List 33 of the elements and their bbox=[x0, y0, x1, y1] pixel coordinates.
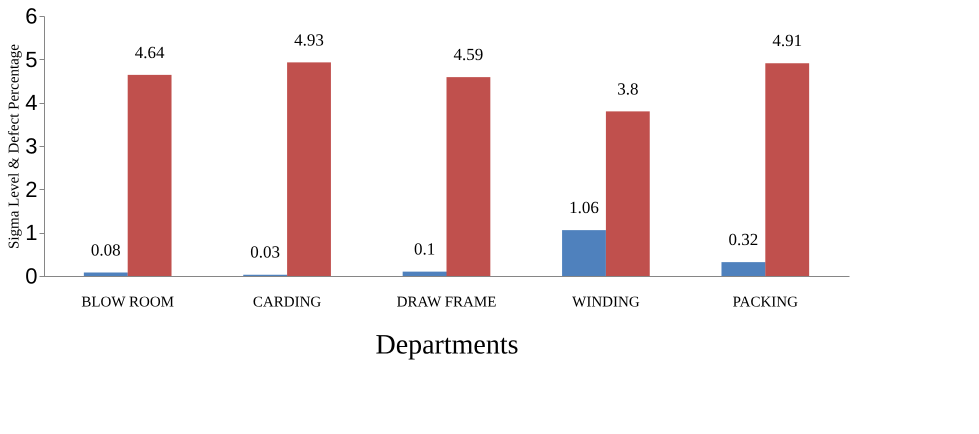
bar bbox=[402, 272, 446, 276]
data-label: 1.06 bbox=[569, 198, 599, 218]
x-tick-label: BLOW ROOM bbox=[81, 294, 174, 310]
data-label: 4.59 bbox=[454, 45, 484, 64]
data-label: 0.1 bbox=[414, 240, 436, 259]
bar bbox=[721, 262, 766, 276]
data-label: 4.64 bbox=[134, 42, 165, 62]
y-axis-title: Sigma Level & Defect Percentage bbox=[6, 44, 22, 249]
y-tick-label: 5 bbox=[25, 46, 38, 72]
bar bbox=[562, 230, 606, 276]
x-tick-label: PACKING bbox=[732, 294, 798, 310]
y-tick-label: 4 bbox=[25, 90, 38, 116]
data-label: 0.08 bbox=[90, 240, 121, 260]
y-tick-label: 0 bbox=[25, 264, 38, 288]
bar bbox=[84, 272, 128, 276]
y-tick-label: 3 bbox=[25, 134, 38, 158]
bar bbox=[287, 62, 331, 276]
data-label: 3.8 bbox=[617, 79, 638, 98]
y-tick-label: 1 bbox=[25, 220, 38, 246]
data-label: 0.03 bbox=[250, 242, 280, 262]
x-tick-label: CARDING bbox=[252, 294, 322, 310]
x-axis-title: Departments bbox=[375, 330, 519, 360]
x-tick-label: WINDING bbox=[572, 294, 640, 310]
y-tick-label: 2 bbox=[25, 176, 38, 202]
bar bbox=[128, 74, 172, 276]
data-label: 0.32 bbox=[728, 230, 758, 250]
bar bbox=[606, 111, 650, 276]
bar bbox=[446, 77, 490, 276]
bar bbox=[765, 63, 810, 276]
y-tick-label: 6 bbox=[25, 4, 38, 28]
data-label: 4.91 bbox=[772, 31, 802, 50]
data-label: 4.93 bbox=[294, 30, 324, 50]
x-tick-label: DRAW FRAME bbox=[396, 294, 496, 310]
